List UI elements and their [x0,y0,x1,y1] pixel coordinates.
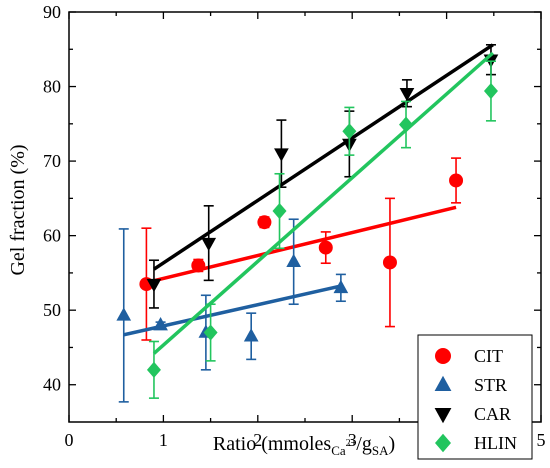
data-point-hlin [272,202,287,220]
data-point-car [201,237,217,252]
x-axis-title-main: Ratio (mmoles [213,433,332,455]
data-point-hlin [203,324,218,341]
x-tick-label: 5 [537,430,546,450]
x-axis-title: Ratio (mmolesCa2+/gSA) [213,433,395,458]
x-tick-label: 3 [348,430,357,450]
data-point-cit [318,240,333,255]
x-tick-label: 0 [65,430,74,450]
y-tick-label: 80 [43,77,61,97]
y-tick-label: 70 [43,151,61,171]
x-tick-label: 2 [253,430,262,450]
y-tick-label: 60 [43,226,61,246]
data-point-hlin [483,82,498,100]
y-axis-title: Gel fraction (%) [7,144,29,275]
legend-marker-cit [435,348,451,364]
data-point-str [333,279,349,294]
legend-marker-str [434,375,452,391]
legend-marker-car [434,408,452,424]
x-axis-title-slash: /g [356,433,372,455]
x-tick-label: 1 [159,430,168,450]
x-axis-title-sub-ca: Ca [331,443,346,458]
data-point-str [286,253,302,267]
plot-content [116,43,499,403]
data-point-str [116,307,132,321]
data-point-cit [449,173,464,188]
legend-marker-hlin [435,433,451,453]
data-point-cit [257,215,272,230]
data-point-str [243,328,259,342]
axes: 012345405060708090 [43,2,546,450]
y-tick-label: 90 [43,2,61,22]
x-axis-title-close: ) [388,433,395,455]
data-point-hlin [399,116,414,133]
legend: CIT STR CAR HLIN [417,334,533,460]
data-point-car [274,148,289,162]
x-axis-title-sub-sa: SA [372,443,389,458]
data-point-cit [382,255,397,270]
data-point-car [399,88,415,102]
legend-label-hlin: HLIN [474,433,517,453]
series-cit [139,157,464,341]
legend-label-cit: CIT [474,346,503,366]
data-point-hlin [146,361,161,378]
y-tick-label: 50 [43,300,61,320]
series-str [116,218,349,403]
fit-line-car [152,43,494,271]
series-hlin [146,51,498,399]
y-tick-label: 40 [43,375,61,395]
data-point-cit [191,258,206,273]
data-point-str [153,317,168,331]
fit-line-hlin [152,51,495,355]
legend-label-car: CAR [474,404,511,424]
data-point-hlin [342,123,357,140]
x-axis-title-sup-charge: 2+ [346,438,357,449]
legend-label-str: STR [474,375,507,395]
data-point-car [146,278,162,293]
